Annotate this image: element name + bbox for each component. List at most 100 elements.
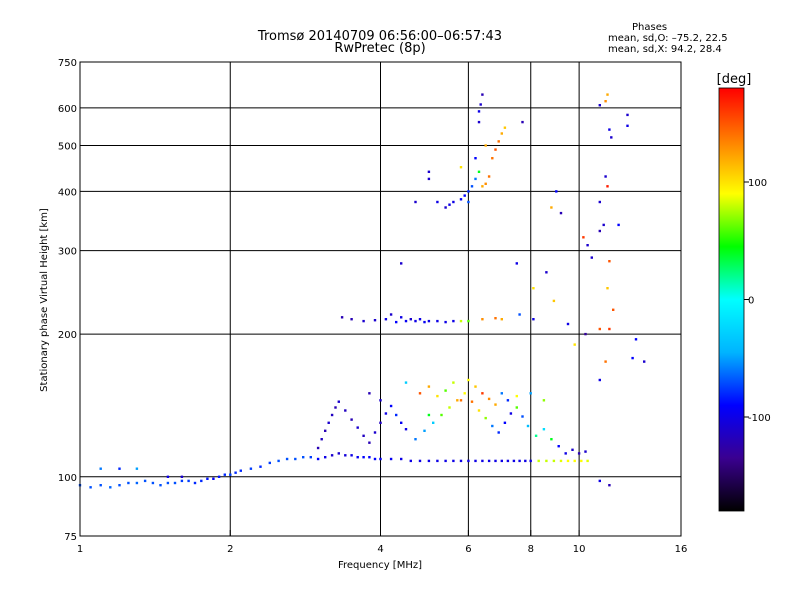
data-point [559, 459, 563, 463]
data-point [327, 421, 330, 424]
data-point [456, 399, 459, 402]
y-tick-label: 600 [58, 104, 77, 115]
data-point [484, 144, 487, 147]
data-point [477, 120, 481, 124]
data-point [580, 459, 583, 463]
data-point [604, 360, 607, 363]
data-point [481, 93, 484, 96]
data-point [239, 469, 242, 472]
data-point [500, 318, 503, 321]
data-point [229, 473, 232, 476]
data-point [384, 318, 388, 321]
data-point [423, 429, 426, 432]
y-tick-label: 75 [64, 532, 77, 543]
chart-title: Tromsø 20140709 06:56:00–06:57:43 [257, 29, 502, 44]
data-point [418, 318, 422, 321]
data-point [448, 406, 451, 409]
y-tick-label: 300 [58, 247, 77, 258]
data-point [368, 441, 371, 444]
data-point [334, 406, 337, 409]
data-point [418, 459, 422, 463]
data-point [452, 319, 455, 323]
data-point [268, 461, 271, 465]
x-tick-label: 4 [377, 544, 383, 555]
data-point [545, 271, 548, 274]
data-point [409, 318, 412, 321]
data-point [506, 399, 510, 402]
data-point [459, 399, 463, 402]
data-point [573, 343, 576, 346]
data-point [590, 256, 593, 259]
data-point [166, 475, 170, 478]
data-point [584, 450, 587, 453]
data-point [598, 200, 601, 204]
data-point [552, 459, 556, 463]
data-point [193, 481, 197, 485]
data-point [470, 400, 474, 403]
data-point [217, 475, 221, 478]
data-point [234, 471, 237, 474]
y-tick-label: 750 [58, 58, 77, 69]
data-point [389, 457, 393, 461]
data-point [552, 299, 556, 303]
data-point [608, 128, 611, 131]
data-point [494, 317, 497, 320]
data-point [515, 262, 518, 265]
data-point [494, 403, 497, 406]
data-point [384, 412, 388, 415]
data-point [436, 394, 439, 398]
data-point [518, 459, 521, 463]
data-point [409, 459, 412, 463]
data-point [356, 426, 359, 429]
data-point [379, 399, 382, 402]
phase-info-line-o: mean, sd,O: –75.2, 22.5 [608, 33, 728, 44]
data-point [610, 136, 613, 139]
data-point [532, 318, 535, 321]
data-point [534, 434, 538, 437]
data-point [481, 392, 484, 395]
x-tick-label: 10 [573, 544, 586, 555]
data-point [608, 327, 611, 331]
data-point [109, 486, 112, 489]
x-tick-label: 16 [675, 544, 688, 555]
data-point [474, 459, 477, 463]
data-point [99, 467, 102, 470]
data-point [467, 190, 470, 193]
data-point [481, 318, 484, 321]
data-point [309, 456, 312, 459]
data-point [634, 338, 638, 341]
data-point [427, 177, 431, 181]
data-point [606, 185, 609, 188]
data-point [436, 459, 439, 463]
data-point [362, 456, 365, 459]
data-point [484, 182, 487, 185]
data-point [143, 479, 147, 483]
chart-subtitle: RwPretec (8p) [334, 41, 425, 56]
data-point [500, 132, 503, 135]
data-point [350, 418, 353, 421]
data-point [444, 206, 447, 209]
data-point [135, 467, 139, 470]
data-point [444, 320, 447, 324]
data-point [487, 459, 491, 463]
data-point [316, 446, 320, 450]
data-point [606, 93, 609, 96]
data-point [481, 185, 484, 188]
data-point [223, 473, 226, 476]
data-point [479, 103, 482, 106]
data-point [477, 110, 481, 113]
data-point [557, 445, 560, 448]
data-point [529, 459, 532, 463]
data-point [400, 457, 403, 461]
data-point [470, 185, 474, 188]
data-point [337, 452, 340, 455]
data-point [586, 459, 589, 463]
x-tick-label: 2 [227, 544, 233, 555]
data-point [135, 481, 139, 485]
data-point [608, 484, 611, 487]
data-point [427, 319, 431, 323]
data-point [515, 394, 518, 398]
data-point [503, 126, 507, 129]
data-point [467, 200, 470, 204]
